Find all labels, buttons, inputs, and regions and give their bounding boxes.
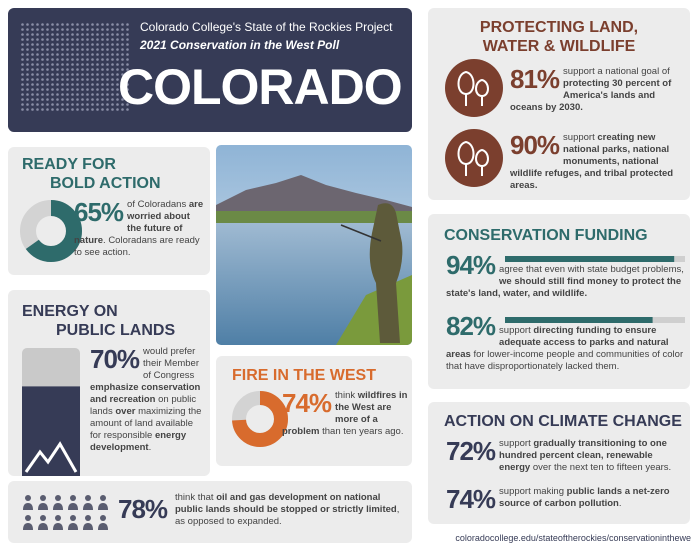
climate-item: 72%support gradually transitioning to on… bbox=[446, 438, 686, 474]
text-run: . bbox=[619, 498, 622, 509]
rich-text: support gradually transitioning to one h… bbox=[499, 438, 671, 473]
funding-item: 82%support directing funding to ensure a… bbox=[446, 325, 686, 373]
text-run: for lower-income people and communities … bbox=[446, 349, 683, 372]
text-run: over the next ten to fifteen years. bbox=[530, 462, 671, 473]
percent: 94% bbox=[446, 252, 495, 278]
text-run: support bbox=[499, 325, 533, 336]
climate-title: ACTION ON CLIMATE CHANGE bbox=[444, 412, 682, 431]
text-run: support making bbox=[499, 486, 567, 497]
rich-text: support making public lands a net-zero s… bbox=[499, 486, 670, 509]
bar bbox=[505, 317, 653, 323]
bar bbox=[505, 256, 674, 262]
percent: 82% bbox=[446, 313, 495, 339]
source-url: coloradocollege.edu/stateoftherockies/co… bbox=[455, 533, 691, 543]
infographic: Colorado College's State of the Rockies … bbox=[0, 0, 697, 546]
percent: 74% bbox=[446, 486, 495, 512]
climate-item: 74%support making public lands a net-zer… bbox=[446, 486, 686, 512]
text-run: support bbox=[499, 438, 533, 449]
percent: 72% bbox=[446, 438, 495, 464]
funding-item: 94%agree that even with state budget pro… bbox=[446, 264, 686, 300]
text-run: agree that even with state budget proble… bbox=[499, 264, 684, 275]
